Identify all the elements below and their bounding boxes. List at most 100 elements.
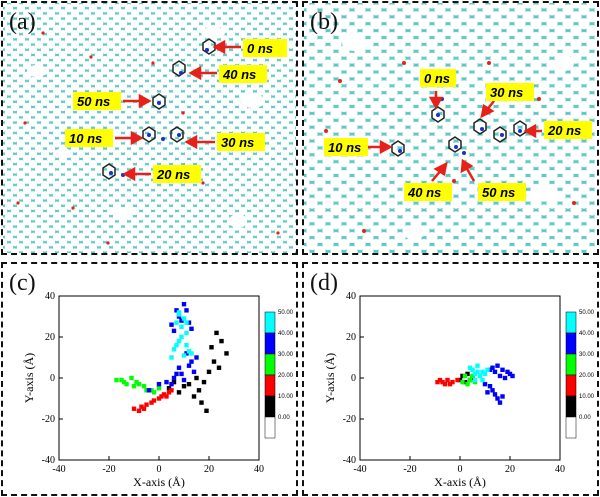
trajectory-point: [179, 334, 184, 340]
x-tick-label: 40: [254, 464, 264, 475]
trajectory-point: [502, 375, 508, 381]
colorbar-band: [565, 395, 577, 418]
trajectory-point: [119, 377, 124, 383]
y-axis-label: Y-axis (Å): [22, 353, 36, 403]
trajectory-point: [447, 381, 453, 387]
trajectory-point: [151, 390, 157, 395]
panel-label-d: (d): [310, 270, 338, 296]
trajectory-point: [174, 308, 179, 313]
trajectory-point: [184, 320, 189, 325]
trajectory-point: [442, 381, 448, 387]
trajectory-point: [487, 384, 493, 389]
colorbar-tick-label: 30.00: [579, 352, 595, 358]
trajectory-point: [495, 396, 500, 401]
trajectory-point: [475, 369, 480, 375]
trajectory-point: [472, 377, 478, 383]
trajectory-point: [462, 379, 468, 385]
trajectory-point: [176, 312, 182, 317]
trajectory-point: [156, 386, 162, 391]
trajectory-point: [199, 400, 204, 405]
colorbar-tick-label: 40.00: [579, 331, 595, 337]
snapshot-label-a-3: 10 ns: [69, 131, 102, 146]
x-tick-label: 40: [555, 464, 565, 475]
trajectory-point: [186, 381, 192, 387]
trajectory-point: [174, 320, 179, 325]
trajectory-point: [194, 355, 199, 360]
trajectory-point: [497, 400, 503, 405]
y-axis-label: Y-axis (Å): [323, 353, 337, 403]
trajectory-point: [184, 343, 189, 348]
trajectory-point: [169, 322, 174, 327]
y-tick-label: -20: [343, 414, 356, 425]
trajectory-point: [445, 377, 450, 383]
trajectory-point: [480, 369, 485, 375]
snapshot-label-b-3: 10 ns: [328, 140, 361, 155]
trajectory-point: [467, 365, 473, 370]
trajectory-point: [477, 373, 483, 379]
trajectory-point: [129, 375, 134, 381]
trajectory-point: [460, 373, 465, 379]
trajectory-point: [457, 377, 463, 383]
y-tick-label: 20: [346, 332, 356, 343]
trajectory-point: [492, 392, 498, 397]
panel-a: 0 ns 40 ns 50 ns 10 ns 30 ns 20 ns (a): [1, 1, 298, 255]
trajectory-point: [462, 373, 468, 379]
colorbar-band: [264, 416, 276, 439]
trajectory-point: [156, 381, 162, 387]
colorbar-band: [565, 416, 577, 439]
snapshot-label-a-2: 50 ns: [77, 94, 110, 109]
trajectory-point: [186, 349, 192, 354]
trajectory-point: [176, 365, 182, 370]
trajectory-point: [219, 338, 224, 344]
trajectory-point: [470, 373, 475, 379]
trajectory-point: [164, 394, 169, 399]
trajectory-point: [121, 379, 127, 385]
trajectory-point: [507, 371, 513, 377]
trajectory-point: [184, 308, 189, 313]
colorbar-tick-label: 0.00: [579, 415, 591, 421]
trajectory-point: [472, 371, 478, 377]
trajectory-point: [171, 375, 177, 381]
trajectory-point: [475, 363, 480, 368]
trajectory-point: [169, 388, 174, 393]
trajectory-point: [176, 390, 182, 395]
trajectory-point: [189, 326, 194, 331]
trajectory-point: [179, 371, 184, 377]
trajectory-point: [211, 359, 217, 364]
snapshot-label-a-5: 20 ns: [156, 167, 190, 182]
x-tick-label: -40: [52, 464, 65, 475]
y-tick-label: -20: [42, 414, 55, 425]
colorbar-band: [264, 353, 276, 376]
trajectory-point: [146, 388, 152, 393]
trajectory-point: [482, 381, 488, 387]
trajectory-point: [485, 367, 490, 372]
trajectory-point: [174, 343, 179, 348]
trajectory-point: [136, 381, 142, 387]
y-tick-label: 40: [346, 291, 356, 302]
trajectory-point: [450, 379, 455, 385]
trajectory-point: [181, 377, 187, 383]
x-tick-label: 0: [458, 464, 463, 475]
trajectory-point: [171, 379, 177, 385]
panel-d: -40 -20 0 20 40 -40 -20 0 20 40 X-axis (Å) Y-axis (…: [302, 262, 599, 496]
trajectory-point: [194, 375, 199, 381]
trajectory-point: [181, 384, 187, 389]
trajectory-point: [176, 338, 182, 344]
snapshot-label-b-2: 20 ns: [547, 123, 581, 138]
trajectory-point: [171, 347, 177, 352]
snapshot-label-b-4: 40 ns: [407, 185, 441, 200]
trajectory-point: [149, 400, 154, 405]
trajectory-point: [151, 398, 157, 403]
trajectory-point: [189, 359, 194, 364]
trajectory-point: [465, 371, 470, 377]
graphene-snapshot-b: 0 ns 30 ns 20 ns 10 ns 40 ns 50 ns: [304, 3, 597, 253]
panel-c: -40 -20 0 20 40 -40 -20 0 20 40 X-axis (Å) Y-axis (…: [1, 262, 298, 496]
y-tick-label: 0: [351, 373, 356, 384]
x-tick-label: -20: [403, 464, 416, 475]
trajectory-point: [480, 377, 485, 383]
panel-b: 0 ns 30 ns 20 ns 10 ns 40 ns 50 ns (b): [302, 1, 599, 255]
trajectory-point: [437, 377, 443, 383]
y-tick-label: -40: [42, 455, 55, 466]
trajectory-point: [186, 363, 192, 368]
snapshot-label-a-4: 30 ns: [221, 135, 254, 150]
